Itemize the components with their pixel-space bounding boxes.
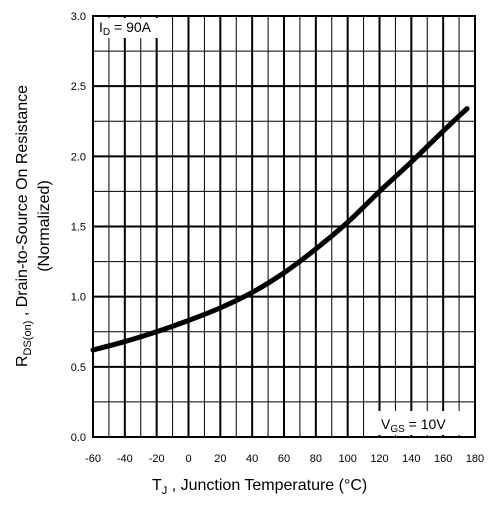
y-label-rest: , Drain-to-Source On Resistance (14, 85, 31, 321)
y-axis-label-line2: (Normalized) (36, 180, 53, 272)
vgs-annotation: VGS = 10V (377, 411, 474, 435)
x-tick-label: -20 (149, 453, 165, 465)
id-annotation-box (95, 18, 171, 38)
x-tick-label: 40 (246, 453, 258, 465)
y-tick-label: 3.0 (71, 11, 86, 23)
x-tick-label: 140 (402, 453, 420, 465)
series-line (90, 106, 470, 353)
plot-frame (92, 15, 476, 438)
x-tick-label: 120 (370, 453, 388, 465)
x-label-main: T (152, 477, 162, 494)
vgs-annotation-box (377, 411, 474, 435)
vgs-sub: GS (390, 424, 405, 435)
vgs-rest: = 10V (405, 416, 447, 432)
series-layer (90, 106, 470, 353)
y-tick-label: 2.5 (71, 81, 86, 93)
x-label-sub: J (162, 485, 168, 497)
x-tick-label: 0 (185, 453, 191, 465)
x-tick-label: 80 (310, 453, 322, 465)
id-rest: = 90A (110, 19, 152, 35)
x-tick-label: 60 (278, 453, 290, 465)
x-tick-label: 20 (214, 453, 226, 465)
x-label-rest: , Junction Temperature (°C) (167, 477, 367, 494)
x-tick-labels: -60 -40 -20 0 20 40 60 80 100 120 140 160 180 (85, 453, 484, 465)
major-grid (93, 16, 475, 437)
y-tick-label: 0.0 (71, 432, 86, 444)
y-tick-label: 1.5 (71, 222, 86, 234)
y-axis-label: RDS(on) , Drain-to-Source On Resistance (14, 85, 34, 367)
x-tick-label: 180 (466, 453, 484, 465)
x-tick-label: -60 (85, 453, 101, 465)
y-tick-label: 1.0 (71, 292, 86, 304)
y-tick-labels: 0.0 0.5 1.0 1.5 2.0 2.5 3.0 (71, 11, 86, 444)
y-tick-label: 0.5 (71, 362, 86, 374)
id-sub: D (103, 27, 110, 38)
id-main: I (99, 19, 103, 35)
x-axis-label: TJ , Junction Temperature (°C) (152, 477, 367, 497)
x-tick-label: 160 (434, 453, 452, 465)
id-annotation: ID = 90A (95, 18, 171, 38)
y-label-sub: DS(on) (22, 321, 34, 356)
y-tick-label: 2.0 (71, 151, 86, 163)
x-tick-label: 100 (338, 453, 356, 465)
id-annotation-text: ID = 90A (99, 19, 152, 38)
y-label-main: R (14, 355, 31, 367)
vgs-annotation-text: VGS = 10V (381, 416, 446, 435)
vgs-main: V (381, 416, 391, 432)
x-tick-label: -40 (117, 453, 133, 465)
